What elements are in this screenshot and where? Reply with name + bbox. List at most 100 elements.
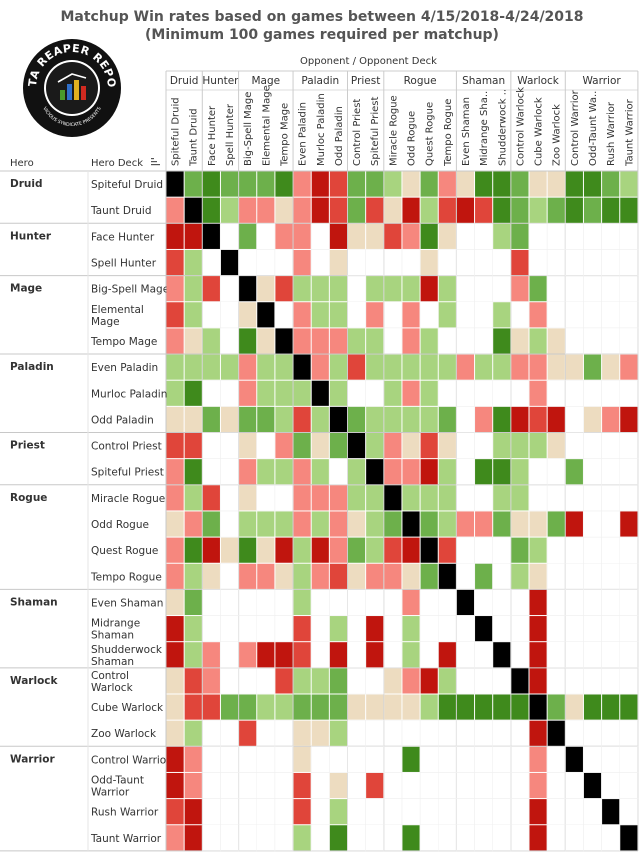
row-class-label: Priest xyxy=(10,440,45,452)
heatmap-cell xyxy=(547,511,565,537)
heatmap-cell xyxy=(166,302,184,328)
heatmap-cell xyxy=(438,276,456,302)
heatmap-cell-empty xyxy=(619,249,639,276)
heatmap-cell-empty xyxy=(401,249,421,276)
heatmap-cell xyxy=(202,511,220,537)
heatmap-cell xyxy=(348,563,366,589)
heatmap-cell xyxy=(583,171,602,197)
heatmap-cell xyxy=(184,511,202,537)
heatmap-cell xyxy=(275,223,293,249)
heatmap-cell xyxy=(420,459,438,485)
heatmap-cell xyxy=(529,799,547,825)
column-deck-label: Control Warrior xyxy=(570,89,581,166)
heatmap-cell xyxy=(166,511,184,537)
heatmap-cell xyxy=(220,406,239,432)
heatmap-cell xyxy=(311,197,329,223)
heatmap-cell-empty xyxy=(474,223,493,250)
heatmap-cell-empty xyxy=(256,772,276,799)
heatmap-cell xyxy=(456,511,475,537)
heatmap-cell-empty xyxy=(274,772,294,799)
heatmap-cell xyxy=(348,406,366,432)
heatmap-cell xyxy=(583,197,602,223)
heatmap-cell xyxy=(166,668,184,694)
heatmap-cell xyxy=(293,642,311,668)
heatmap-cell-empty xyxy=(202,824,221,852)
heatmap-cell xyxy=(493,328,511,354)
column-deck-label: Spiteful Druid xyxy=(171,97,182,166)
heatmap-cell-empty xyxy=(365,589,385,616)
heatmap-cell-empty xyxy=(528,249,548,276)
heatmap-cell xyxy=(202,406,220,432)
heatmap-cell-empty xyxy=(492,249,512,276)
heatmap-cell xyxy=(366,328,384,354)
heatmap-cell xyxy=(511,328,529,354)
heatmap-cell-empty xyxy=(565,772,584,799)
heatmap-cell-empty xyxy=(274,484,294,512)
heatmap-cell-empty xyxy=(419,641,439,669)
heatmap-cell-empty xyxy=(601,432,620,459)
heatmap-cell xyxy=(420,406,438,432)
heatmap-cell xyxy=(529,276,547,302)
heatmap-cell xyxy=(329,616,347,642)
heatmap-cell-empty xyxy=(383,824,403,852)
heatmap-cell xyxy=(384,354,402,380)
heatmap-cell-empty xyxy=(601,667,620,695)
heatmap-cell xyxy=(311,171,329,197)
heatmap-cell xyxy=(529,511,547,537)
heatmap-cell-mirror xyxy=(402,511,420,537)
heatmap-cell-mirror xyxy=(366,459,384,485)
heatmap-cell-empty xyxy=(310,824,330,852)
heatmap-cell-empty xyxy=(438,379,457,407)
heatmap-cell-mirror xyxy=(239,276,257,302)
heatmap-cell xyxy=(384,171,402,197)
row-deck-label: Mage xyxy=(91,316,120,328)
heatmap-cell-empty xyxy=(456,275,475,303)
heatmap-cell-mirror xyxy=(184,197,202,223)
column-deck-label: Shudderwock .. xyxy=(497,89,508,166)
heatmap-cell xyxy=(438,537,456,563)
row-deck-label: Even Shaman xyxy=(91,597,163,609)
heatmap-cell-empty xyxy=(565,824,584,852)
heatmap-cell xyxy=(620,171,638,197)
heatmap-cell xyxy=(348,485,366,511)
heatmap-cell-empty xyxy=(383,719,403,747)
heatmap-cell xyxy=(402,642,420,668)
heatmap-cell-empty xyxy=(274,798,294,825)
heatmap-cell-empty xyxy=(619,379,639,407)
heatmap-cell-empty xyxy=(256,615,276,642)
chart-subtitle: (Minimum 100 games required per matchup) xyxy=(145,27,499,43)
heatmap-cell-empty xyxy=(419,719,439,747)
heatmap-cell-empty xyxy=(202,589,221,616)
heatmap-cell xyxy=(620,197,638,223)
heatmap-cell xyxy=(420,197,438,223)
heatmap-cell-empty xyxy=(474,379,493,407)
heatmap-cell xyxy=(329,563,347,589)
heatmap-cell-empty xyxy=(456,379,475,407)
heatmap-cell xyxy=(275,276,293,302)
heatmap-cell-mirror xyxy=(311,380,329,406)
heatmap-cell-empty xyxy=(583,327,602,355)
heatmap-cell xyxy=(275,694,293,720)
heatmap-cell xyxy=(366,354,384,380)
heatmap-cell xyxy=(166,485,184,511)
heatmap-cell xyxy=(202,642,220,668)
heatmap-cell-empty xyxy=(456,667,475,695)
heatmap-cell xyxy=(366,485,384,511)
heatmap-cell-empty xyxy=(601,249,620,276)
heatmap-cell xyxy=(402,328,420,354)
heatmap-cell-empty xyxy=(492,798,512,825)
heatmap-cell xyxy=(329,720,347,746)
heatmap-cell-empty xyxy=(310,798,330,825)
heatmap-cell-empty xyxy=(202,746,221,773)
heatmap-cell xyxy=(275,563,293,589)
heatmap-cell xyxy=(511,459,529,485)
heatmap-cell-empty xyxy=(492,772,512,799)
heatmap-cell-empty xyxy=(347,746,366,773)
heatmap-cell-empty xyxy=(419,589,439,616)
heatmap-cell xyxy=(293,276,311,302)
heatmap-cell xyxy=(529,825,547,851)
row-deck-label: Odd Paladin xyxy=(91,414,154,426)
column-deck-label: Odd Rogue xyxy=(407,111,418,166)
column-deck-label: Face Hunter xyxy=(207,105,218,166)
heatmap-cell-empty xyxy=(492,536,512,564)
